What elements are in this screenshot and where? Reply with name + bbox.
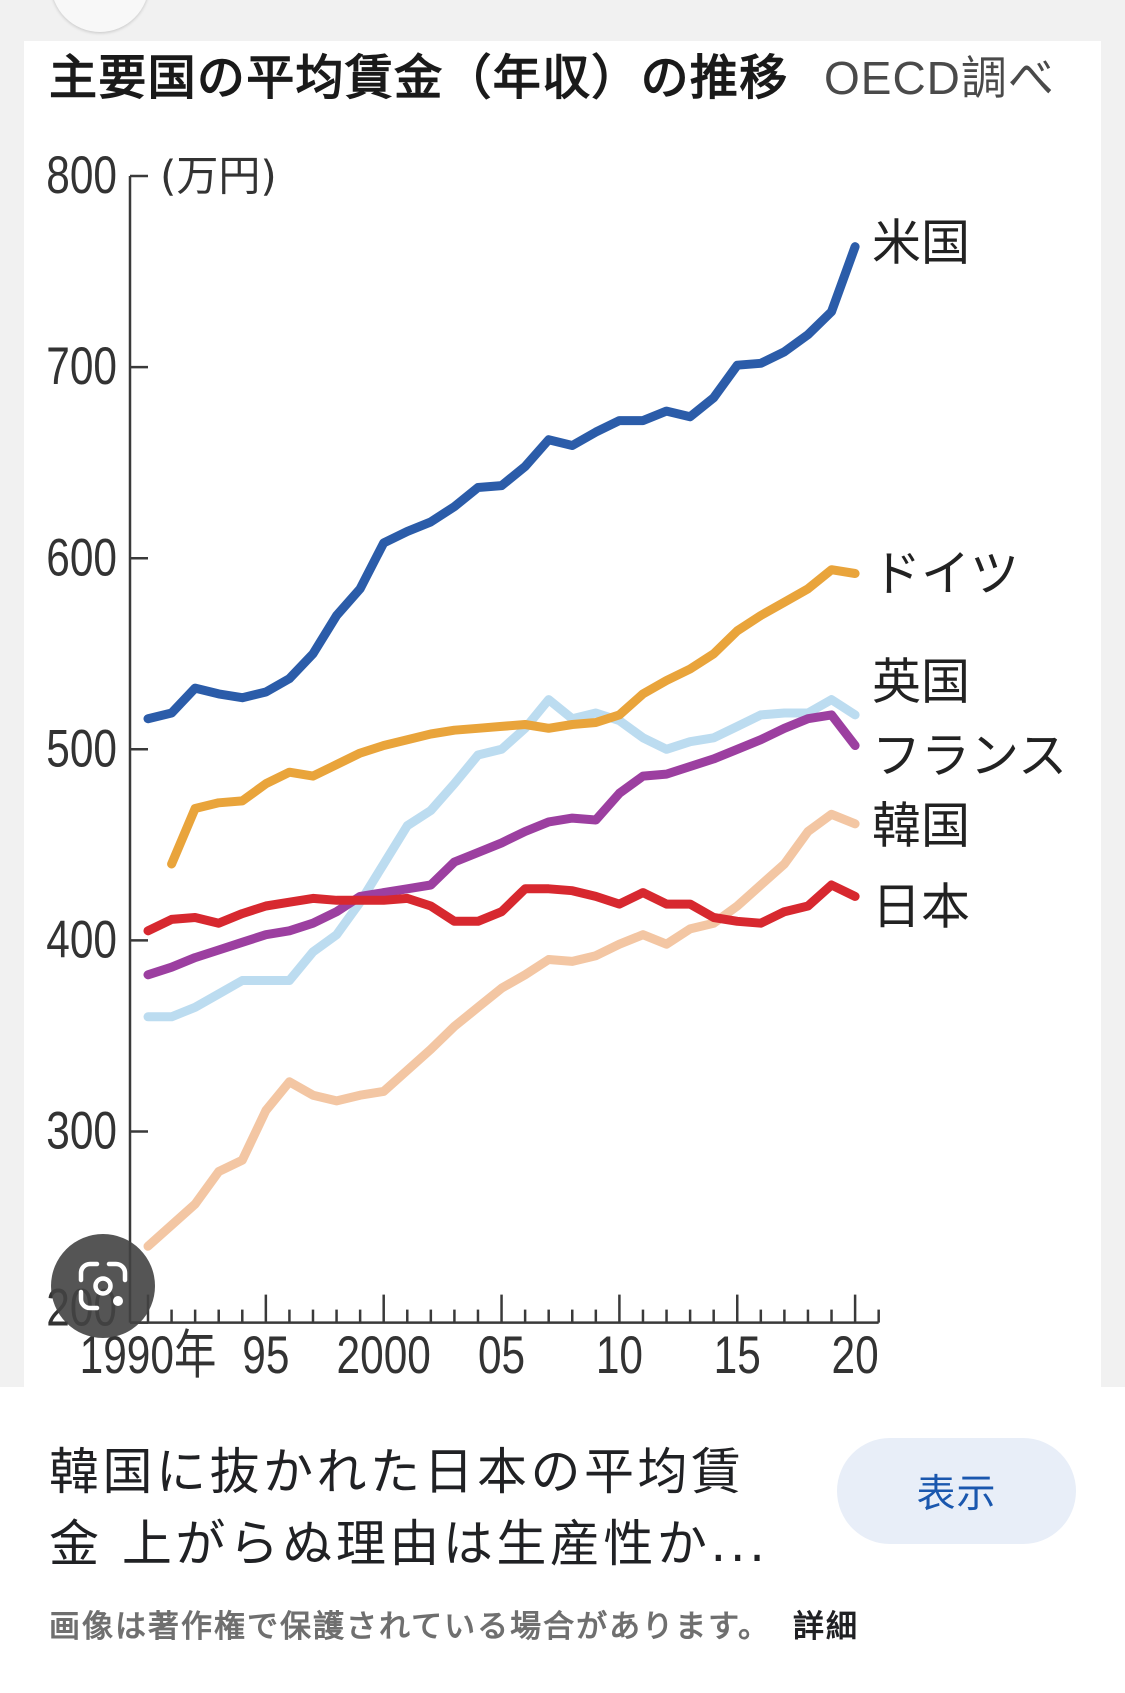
top-bar bbox=[0, 0, 1125, 41]
visual-search-button[interactable] bbox=[51, 1234, 155, 1338]
series-label-japan: 日本 bbox=[872, 879, 970, 936]
x-tick-label: 05 bbox=[478, 1327, 525, 1386]
series-line-japan bbox=[143, 880, 860, 936]
series-line-uk bbox=[143, 695, 860, 1022]
chart-title: 主要国の平均賃金（年収）の推移 bbox=[49, 50, 789, 106]
x-tick-label: 20 bbox=[832, 1327, 879, 1386]
x-tick-label: 10 bbox=[596, 1327, 643, 1386]
y-tick-label: 700 bbox=[46, 338, 117, 397]
y-tick-label: 400 bbox=[46, 911, 117, 970]
series-line-korea bbox=[143, 809, 860, 1251]
series-label-uk: 英国 bbox=[872, 654, 970, 711]
details-link[interactable]: 詳細 bbox=[792, 1609, 859, 1645]
series-lines bbox=[143, 242, 860, 1251]
result-title-line-2[interactable]: 金 上がらぬ理由は生産性か... bbox=[49, 1515, 769, 1573]
copyright-row: 画像は著作権で保護されている場合があります。 詳細 bbox=[49, 1607, 859, 1647]
copyright-notice: 画像は著作権で保護されている場合があります。 bbox=[49, 1609, 771, 1645]
x-tick-label: 95 bbox=[242, 1327, 289, 1386]
x-tick-label: 2000 bbox=[337, 1327, 431, 1386]
y-tick-label: 600 bbox=[46, 529, 117, 588]
y-axis-unit-label: (万円) bbox=[160, 152, 277, 201]
chart-source: OECD調べ bbox=[824, 52, 1055, 104]
x-tick-label: 15 bbox=[714, 1327, 761, 1386]
series-line-germany bbox=[167, 565, 860, 869]
view-button[interactable]: 表示 bbox=[837, 1438, 1076, 1544]
wage-line-chart: 2003004005006007008001990年95200005101520… bbox=[46, 147, 1067, 1386]
result-title-line-1[interactable]: 韓国に抜かれた日本の平均賃 bbox=[49, 1443, 745, 1501]
lens-icon bbox=[78, 1261, 128, 1311]
y-tick-label: 300 bbox=[46, 1102, 117, 1161]
series-line-france bbox=[143, 710, 860, 980]
series-line-us bbox=[143, 242, 860, 724]
y-tick-label: 500 bbox=[46, 720, 117, 779]
axes: 2003004005006007008001990年95200005101520 bbox=[46, 147, 880, 1386]
series-label-france: フランス bbox=[872, 728, 1067, 785]
y-tick-label: 800 bbox=[46, 147, 117, 206]
series-label-korea: 韓国 bbox=[872, 798, 970, 855]
series-label-germany: ドイツ bbox=[872, 546, 1019, 603]
view-button-label: 表示 bbox=[916, 1472, 997, 1517]
series-label-us: 米国 bbox=[872, 215, 970, 272]
